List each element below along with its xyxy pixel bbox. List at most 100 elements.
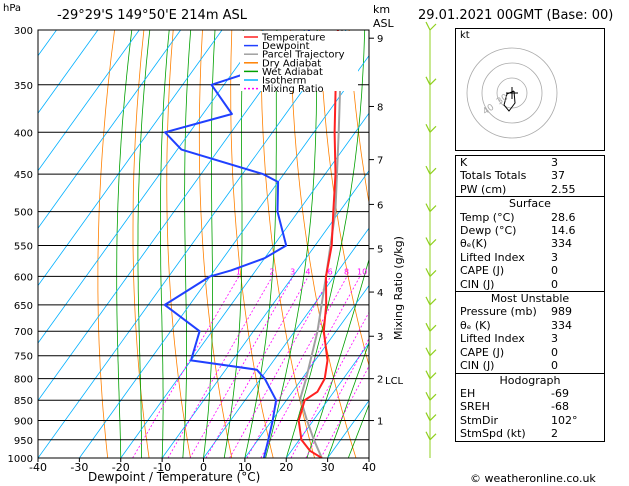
- wind-barb: [425, 391, 437, 401]
- isotherm: [38, 30, 306, 402]
- km-tick-label: 5: [377, 245, 383, 256]
- pressure-tick-label: 950: [14, 436, 33, 447]
- wind-barb: [425, 268, 437, 277]
- mixing-ratio-label: 8: [344, 267, 349, 276]
- hodo-trace: [503, 90, 516, 112]
- isotherm: [244, 284, 369, 458]
- parcel-trajectory-line: [299, 30, 343, 458]
- mixing-ratio-line: [205, 276, 309, 458]
- pressure-tick-label: 350: [14, 81, 33, 92]
- dewpoint-line: [163, 30, 310, 458]
- wind-barb: [425, 322, 437, 332]
- x-tick-label: -10: [153, 461, 171, 474]
- wind-barb: [425, 370, 437, 380]
- surface-cin-row: CIN (J) 0: [460, 277, 558, 291]
- stmspd-row: StmSpd (kt) 2: [460, 427, 558, 441]
- dry-adiabat: [198, 30, 233, 458]
- hodo-ring: [481, 62, 543, 124]
- pw-row: PW (cm) 2.55: [460, 182, 576, 196]
- wind-barb: [425, 412, 437, 421]
- wind-barb: [425, 296, 437, 306]
- km-tick-label: 7: [377, 156, 383, 167]
- x-tick-label: -30: [70, 461, 88, 474]
- mixing-ratio-line: [229, 276, 331, 458]
- isotherm: [285, 342, 369, 458]
- wind-barb: [425, 347, 437, 357]
- dry-adiabat: [97, 30, 115, 458]
- x-tick-label: 40: [362, 461, 376, 474]
- wind-barb: [425, 123, 437, 133]
- isotherm: [120, 112, 369, 458]
- wet-adiabat: [347, 403, 369, 458]
- mixing-ratio-label: 2: [269, 267, 274, 276]
- wind-barb: [425, 431, 437, 441]
- pressure-tick-label: 400: [14, 128, 33, 139]
- legend-entry: Dry Adiabat: [262, 58, 321, 69]
- wet-adiabat: [116, 30, 133, 458]
- mu-li-row: Lifted Index 3: [460, 332, 558, 346]
- pressure-tick-label: 800: [14, 375, 33, 386]
- x-tick-label: 30: [321, 461, 335, 474]
- pressure-tick-label: 450: [14, 170, 33, 181]
- isotherm: [38, 30, 223, 287]
- x-tick-label: 10: [238, 461, 252, 474]
- km-tick-label: 9: [377, 34, 383, 45]
- mu-cape-row: CAPE (J) 0: [460, 345, 558, 359]
- pressure-tick-label: 850: [14, 396, 33, 407]
- km-unit-label: km: [373, 3, 391, 16]
- pressure-tick-label: 700: [14, 327, 33, 338]
- mu-pressure-row: Pressure (mb) 989: [460, 305, 572, 319]
- x-tick-label: 0: [200, 461, 207, 474]
- mixing-ratio-label: 4: [305, 267, 310, 276]
- hodograph-unit: kt: [460, 30, 470, 41]
- x-axis-label: Dewpoint / Temperature (°C): [88, 470, 261, 484]
- datetime-title: 29.01.2021 00GMT (Base: 00): [418, 8, 614, 23]
- wind-barb: [425, 21, 437, 31]
- km-tick-label: 6: [377, 200, 383, 211]
- isotherm: [38, 30, 347, 458]
- pressure-tick-label: 550: [14, 241, 33, 252]
- pressure-tick-label: 300: [14, 26, 33, 37]
- most-unstable-box: Most Unstable Pressure (mb) 989 θₑ (K) 334…: [455, 292, 605, 374]
- surface-dewp-row: Dewp (°C) 14.6: [460, 224, 576, 238]
- pressure-tick-label: 1000: [8, 454, 33, 465]
- pressure-tick-label: 750: [14, 352, 33, 363]
- mixing-ratio-label: 10: [357, 267, 367, 276]
- isotherm: [38, 30, 140, 172]
- mixing-ratio-label: 25: [413, 267, 423, 276]
- mixing-ratio-line: [189, 276, 294, 458]
- hodograph: [455, 28, 605, 151]
- km-tick-label: 4: [377, 288, 383, 299]
- legend-entry: Parcel Trajectory: [262, 50, 345, 61]
- surface-li-row: Lifted Index 3: [460, 250, 558, 264]
- legend-entry: Wet Adiabat: [262, 67, 323, 78]
- surface-theta-row: θₑ(K) 334: [460, 237, 572, 251]
- pressure-tick-label: 900: [14, 417, 33, 428]
- wet-adiabat: [137, 30, 151, 458]
- tt-row: Totals Totals 37: [460, 169, 565, 183]
- surface-box: Surface Temp (°C) 28.6 Dewp (°C) 14.6 θₑ(K…: [455, 197, 605, 293]
- wind-barb: [425, 237, 437, 246]
- isotherm: [38, 30, 99, 114]
- wind-barb: [425, 76, 437, 86]
- surface-temp-row: Temp (°C) 28.6: [460, 210, 576, 224]
- hpa-unit-label: hPa: [3, 3, 22, 14]
- km-tick-label: 3: [377, 332, 383, 343]
- x-tick-label: 20: [279, 461, 293, 474]
- mixing-ratio-line: [167, 276, 273, 458]
- dry-adiabat: [613, 30, 629, 458]
- wind-barb: [425, 203, 437, 213]
- mixing-ratio-line: [132, 276, 240, 458]
- isotherm: [161, 169, 369, 458]
- km-tick-label: 2: [377, 375, 383, 386]
- location-title: -29°29'S 149°50'E 214m ASL: [57, 8, 248, 23]
- x-tick-label: -20: [112, 461, 130, 474]
- isotherm: [203, 227, 369, 458]
- mu-theta-row: θₑ (K) 334: [460, 318, 572, 332]
- mixing-ratio-label: 3: [290, 267, 295, 276]
- hodograph-title: Hodograph: [499, 373, 561, 387]
- mixing-ratio-axis-label: Mixing Ratio (g/kg): [392, 236, 405, 340]
